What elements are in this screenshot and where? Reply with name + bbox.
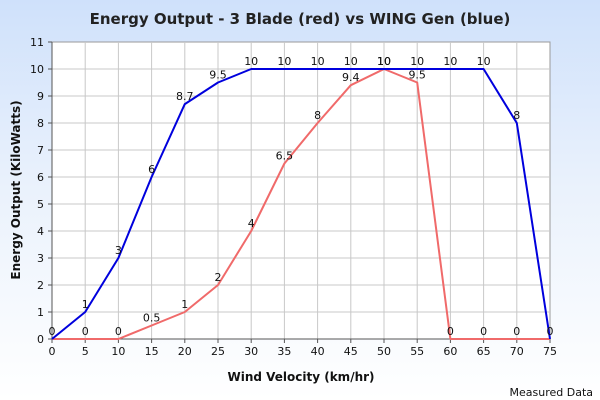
- x-tick-label: 50: [377, 345, 391, 358]
- data-label: 10: [311, 55, 325, 68]
- y-tick-label: 4: [37, 225, 44, 238]
- data-label: 9.4: [342, 71, 360, 84]
- x-tick-label: 45: [344, 345, 358, 358]
- x-tick-label: 35: [277, 345, 291, 358]
- data-label: 0: [547, 325, 554, 338]
- data-label: 9.5: [209, 69, 227, 82]
- y-tick-label: 8: [37, 117, 44, 130]
- axes: 0 5 10 15 20 25 30 35 40 45 50 55 60 65 70 750123456789…: [30, 36, 557, 358]
- x-tick-label: 70: [510, 345, 524, 358]
- series-line-1: [52, 68, 550, 340]
- x-tick-label: 20: [178, 345, 192, 358]
- data-label: 9.5: [408, 69, 426, 82]
- data-label: 10: [344, 55, 358, 68]
- data-label: 3: [115, 244, 122, 257]
- data-label: 0: [49, 325, 56, 338]
- x-axis-title: Wind Velocity (km/hr): [227, 370, 374, 384]
- data-label: 0: [447, 325, 454, 338]
- footnote: Measured Data: [510, 386, 594, 399]
- x-tick-label: 25: [211, 345, 225, 358]
- y-tick-label: 2: [37, 279, 44, 292]
- data-label: 6: [148, 163, 155, 176]
- grid: [52, 42, 550, 339]
- y-tick-label: 3: [37, 252, 44, 265]
- y-tick-label: 5: [37, 198, 44, 211]
- y-tick-label: 9: [37, 90, 44, 103]
- x-tick-label: 40: [311, 345, 325, 358]
- data-label: 0: [480, 325, 487, 338]
- data-label: 4: [248, 217, 255, 230]
- x-tick-label: 15: [145, 345, 159, 358]
- x-tick-label: 60: [443, 345, 457, 358]
- plot-area: [51, 41, 551, 340]
- series-line-0: [51, 68, 551, 340]
- x-tick-label: 75: [543, 345, 557, 358]
- data-label: 8.7: [176, 90, 194, 103]
- x-tick-label: 65: [477, 345, 491, 358]
- data-label: 8: [513, 109, 520, 122]
- y-tick-label: 11: [30, 36, 44, 49]
- data-label: 10: [277, 55, 291, 68]
- y-tick-label: 1: [37, 306, 44, 319]
- data-label: 6.5: [276, 150, 294, 163]
- y-axis-title: Energy Output (KiloWatts): [9, 100, 23, 279]
- data-label: 10: [443, 55, 457, 68]
- data-label: 2: [215, 271, 222, 284]
- y-tick-label: 0: [37, 333, 44, 346]
- data-label: 0.5: [143, 312, 161, 325]
- series-lines: [51, 68, 551, 340]
- x-tick-label: 10: [111, 345, 125, 358]
- x-tick-label: 30: [244, 345, 258, 358]
- data-label: 1: [181, 298, 188, 311]
- data-label: 10: [244, 55, 258, 68]
- data-label: 0: [513, 325, 520, 338]
- data-label: 0: [82, 325, 89, 338]
- data-label: 10: [377, 55, 391, 68]
- data-label: 1: [82, 298, 89, 311]
- y-tick-label: 7: [37, 144, 44, 157]
- x-tick-label: 0: [49, 345, 56, 358]
- y-tick-label: 10: [30, 63, 44, 76]
- y-tick-label: 6: [37, 171, 44, 184]
- data-label: 8: [314, 109, 321, 122]
- data-label: 0: [115, 325, 122, 338]
- chart-title: Energy Output - 3 Blade (red) vs WING Ge…: [90, 10, 511, 28]
- data-label: 10: [377, 55, 391, 68]
- x-tick-label: 5: [82, 345, 89, 358]
- x-tick-label: 55: [410, 345, 424, 358]
- data-label: 10: [477, 55, 491, 68]
- data-label: 10: [410, 55, 424, 68]
